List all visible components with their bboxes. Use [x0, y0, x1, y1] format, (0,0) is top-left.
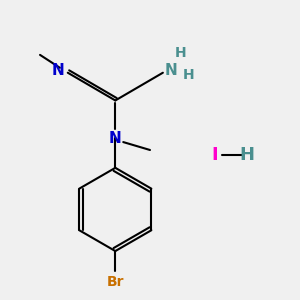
Text: N: N [109, 130, 122, 146]
Text: I: I [211, 146, 218, 164]
Text: N: N [165, 63, 178, 78]
Text: N: N [52, 63, 65, 78]
Text: Br: Br [106, 275, 124, 289]
Text: H: H [183, 68, 194, 82]
Text: H: H [240, 146, 255, 164]
Text: H: H [175, 46, 187, 60]
